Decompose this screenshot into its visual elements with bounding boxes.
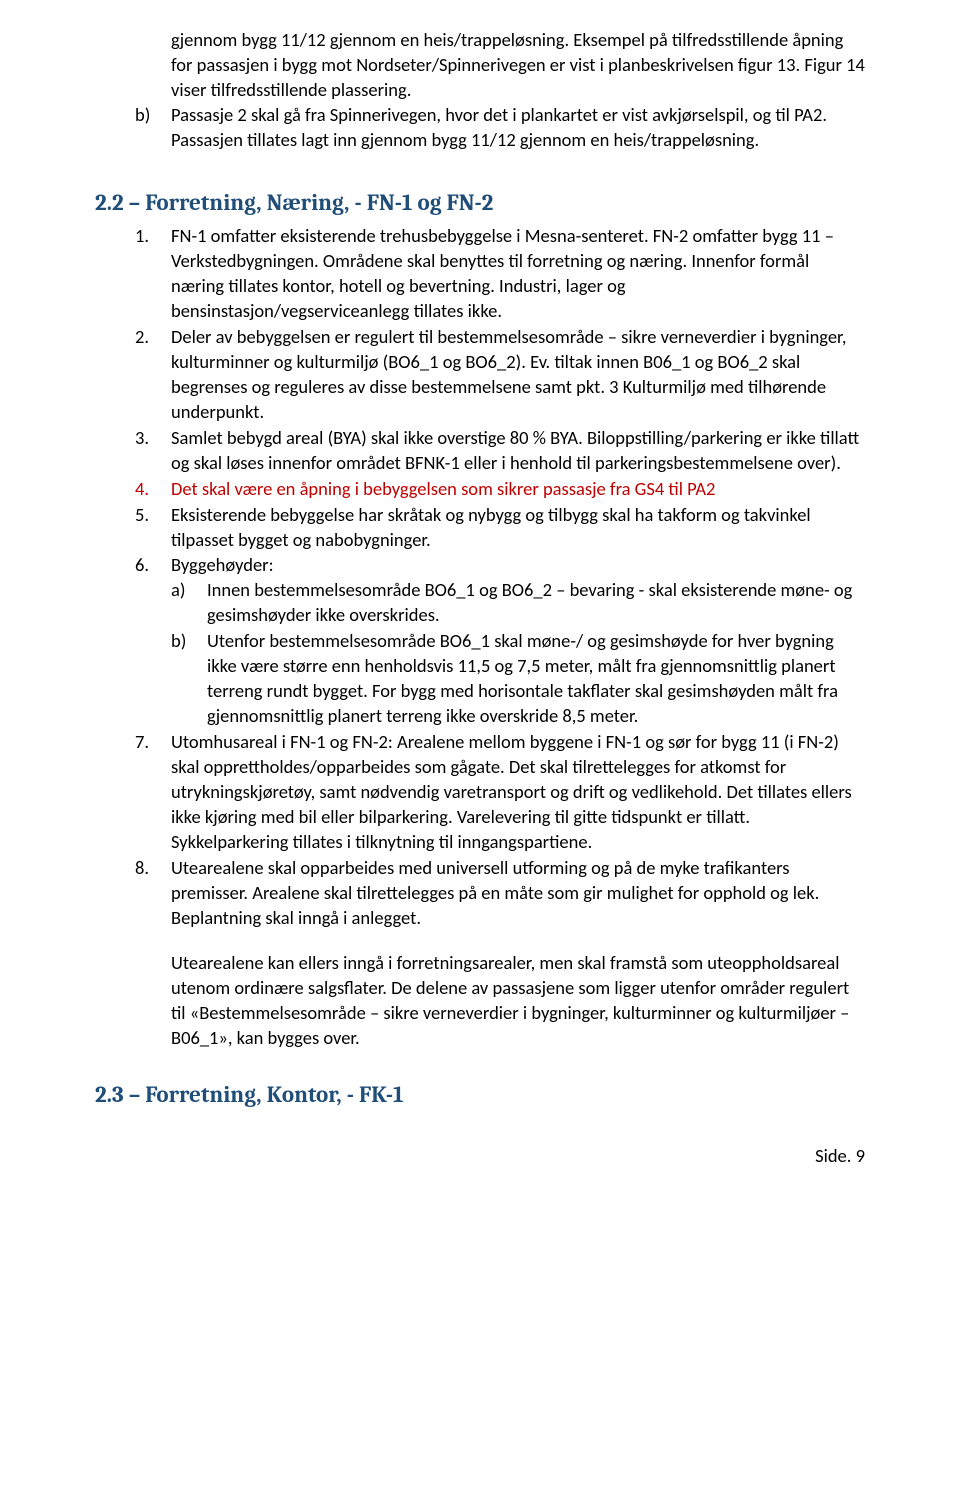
list-text: Eksisterende bebyggelse har skråtak og n… <box>171 503 811 551</box>
list-number: 4. <box>135 477 149 502</box>
section-2-2-heading: 2.2 – Forretning, Næring, - FN-1 og FN-2 <box>95 187 865 218</box>
list-item: 5. Eksisterende bebyggelse har skråtak og… <box>135 503 865 553</box>
list-number: 8. <box>135 856 149 881</box>
list-item: 1. FN-1 omfatter eksisterende trehusbebyg… <box>135 224 865 324</box>
list-item: b) Utenfor bestemmelsesområde BO6_1 skal … <box>171 629 865 729</box>
list-number: 1. <box>135 224 149 249</box>
list-text: Utenfor bestemmelsesområde BO6_1 skal mø… <box>207 629 838 727</box>
list-item: 2. Deler av bebyggelsen er regulert til b… <box>135 325 865 425</box>
sublist-6: a) Innen bestemmelsesområde BO6_1 og BO6_… <box>171 578 865 729</box>
list-marker-b: b) <box>135 103 150 128</box>
list-number: 6. <box>135 553 149 578</box>
list-number: 7. <box>135 730 149 755</box>
page-footer: Side. 9 <box>95 1144 865 1169</box>
list-text-p1: Utearealene skal opparbeides med univers… <box>171 856 865 931</box>
list-item: 7. Utomhusareal i FN-1 og FN-2: Arealene … <box>135 730 865 855</box>
section-2-3-heading: 2.3 – Forretning, Kontor, - FK-1 <box>95 1079 865 1110</box>
list-item: 3. Samlet bebygd areal (BYA) skal ikke ov… <box>135 426 865 476</box>
item-8-para-2: Utearealene kan ellers inngå i forretnin… <box>95 951 865 1051</box>
list-number: 3. <box>135 426 149 451</box>
list-item: a) Innen bestemmelsesområde BO6_1 og BO6_… <box>171 578 865 628</box>
intro-item-b-text: Passasje 2 skal gå fra Spinnerivegen, hv… <box>171 103 827 151</box>
list-text: Samlet bebygd areal (BYA) skal ikke over… <box>171 426 859 474</box>
list-marker-a: a) <box>171 578 185 603</box>
section-2-2-list: 1. FN-1 omfatter eksisterende trehusbebyg… <box>95 224 865 931</box>
list-text: Byggehøyder: <box>171 553 274 576</box>
list-item: 4. Det skal være en åpning i bebyggelsen … <box>135 477 865 502</box>
list-text: Utomhusareal i FN-1 og FN-2: Arealene me… <box>171 730 852 853</box>
list-number: 2. <box>135 325 149 350</box>
list-item: 8. Utearealene skal opparbeides med univ… <box>135 856 865 931</box>
page-number: Side. 9 <box>815 1144 865 1169</box>
list-text: Deler av bebyggelsen er regulert til bes… <box>171 325 847 423</box>
list-text: Innen bestemmelsesområde BO6_1 og BO6_2 … <box>207 578 852 626</box>
list-text: FN-1 omfatter eksisterende trehusbebygge… <box>171 224 834 322</box>
list-text: Det skal være en åpning i bebyggelsen so… <box>171 477 715 500</box>
list-marker-b: b) <box>171 629 186 654</box>
intro-para-1: gjennom bygg 11/12 gjennom en heis/trapp… <box>95 28 865 103</box>
list-number: 5. <box>135 503 149 528</box>
list-item: 6. Byggehøyder: a) Innen bestemmelsesområd… <box>135 553 865 729</box>
intro-item-b: b) Passasje 2 skal gå fra Spinnerivegen,… <box>95 103 865 153</box>
